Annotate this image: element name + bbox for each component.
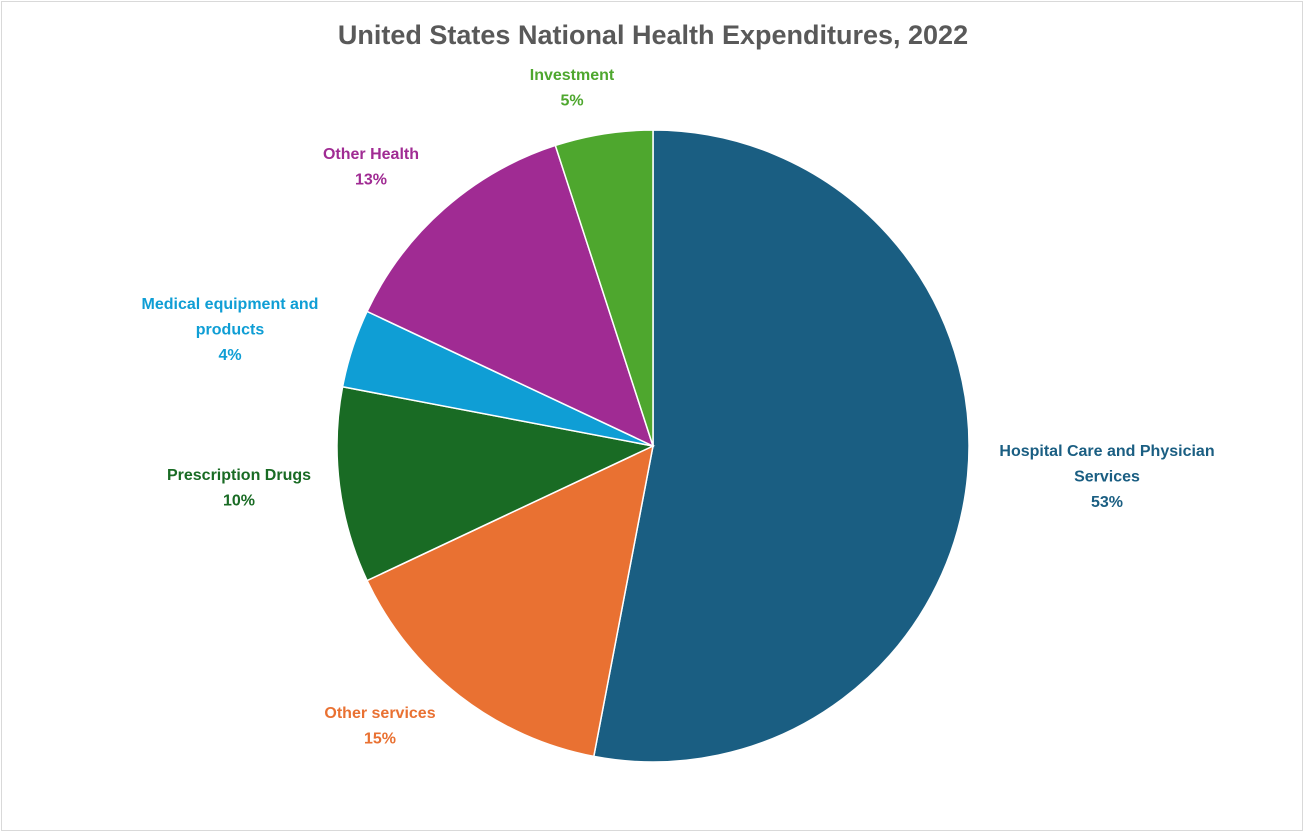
chart-title: United States National Health Expenditur… <box>337 20 969 50</box>
data-label-hospital-care-and-physician-services: Hospital Care and Physician Services 53% <box>999 443 1214 511</box>
pie-slice-investment <box>554 129 654 447</box>
pie-labels: Hospital Care and Physician Services 53% Ot… <box>142 67 1215 748</box>
data-label-medical-equipment-and-products: Medical equipment and products 4% <box>142 296 319 364</box>
data-label-other-services: Other services 15% <box>324 705 435 748</box>
pie-slice-other-health <box>366 144 655 448</box>
pie-slice-prescription-drugs <box>336 385 656 582</box>
data-label-prescription-drugs: Prescription Drugs 10% <box>167 467 311 510</box>
data-label-investment: Investment 5% <box>530 67 615 110</box>
pie-slice-other-services <box>366 444 655 758</box>
pie-slices <box>336 129 970 763</box>
pie-slice-hospital-care-and-physician-services <box>592 129 970 763</box>
data-label-other-health: Other Health 13% <box>323 146 419 189</box>
